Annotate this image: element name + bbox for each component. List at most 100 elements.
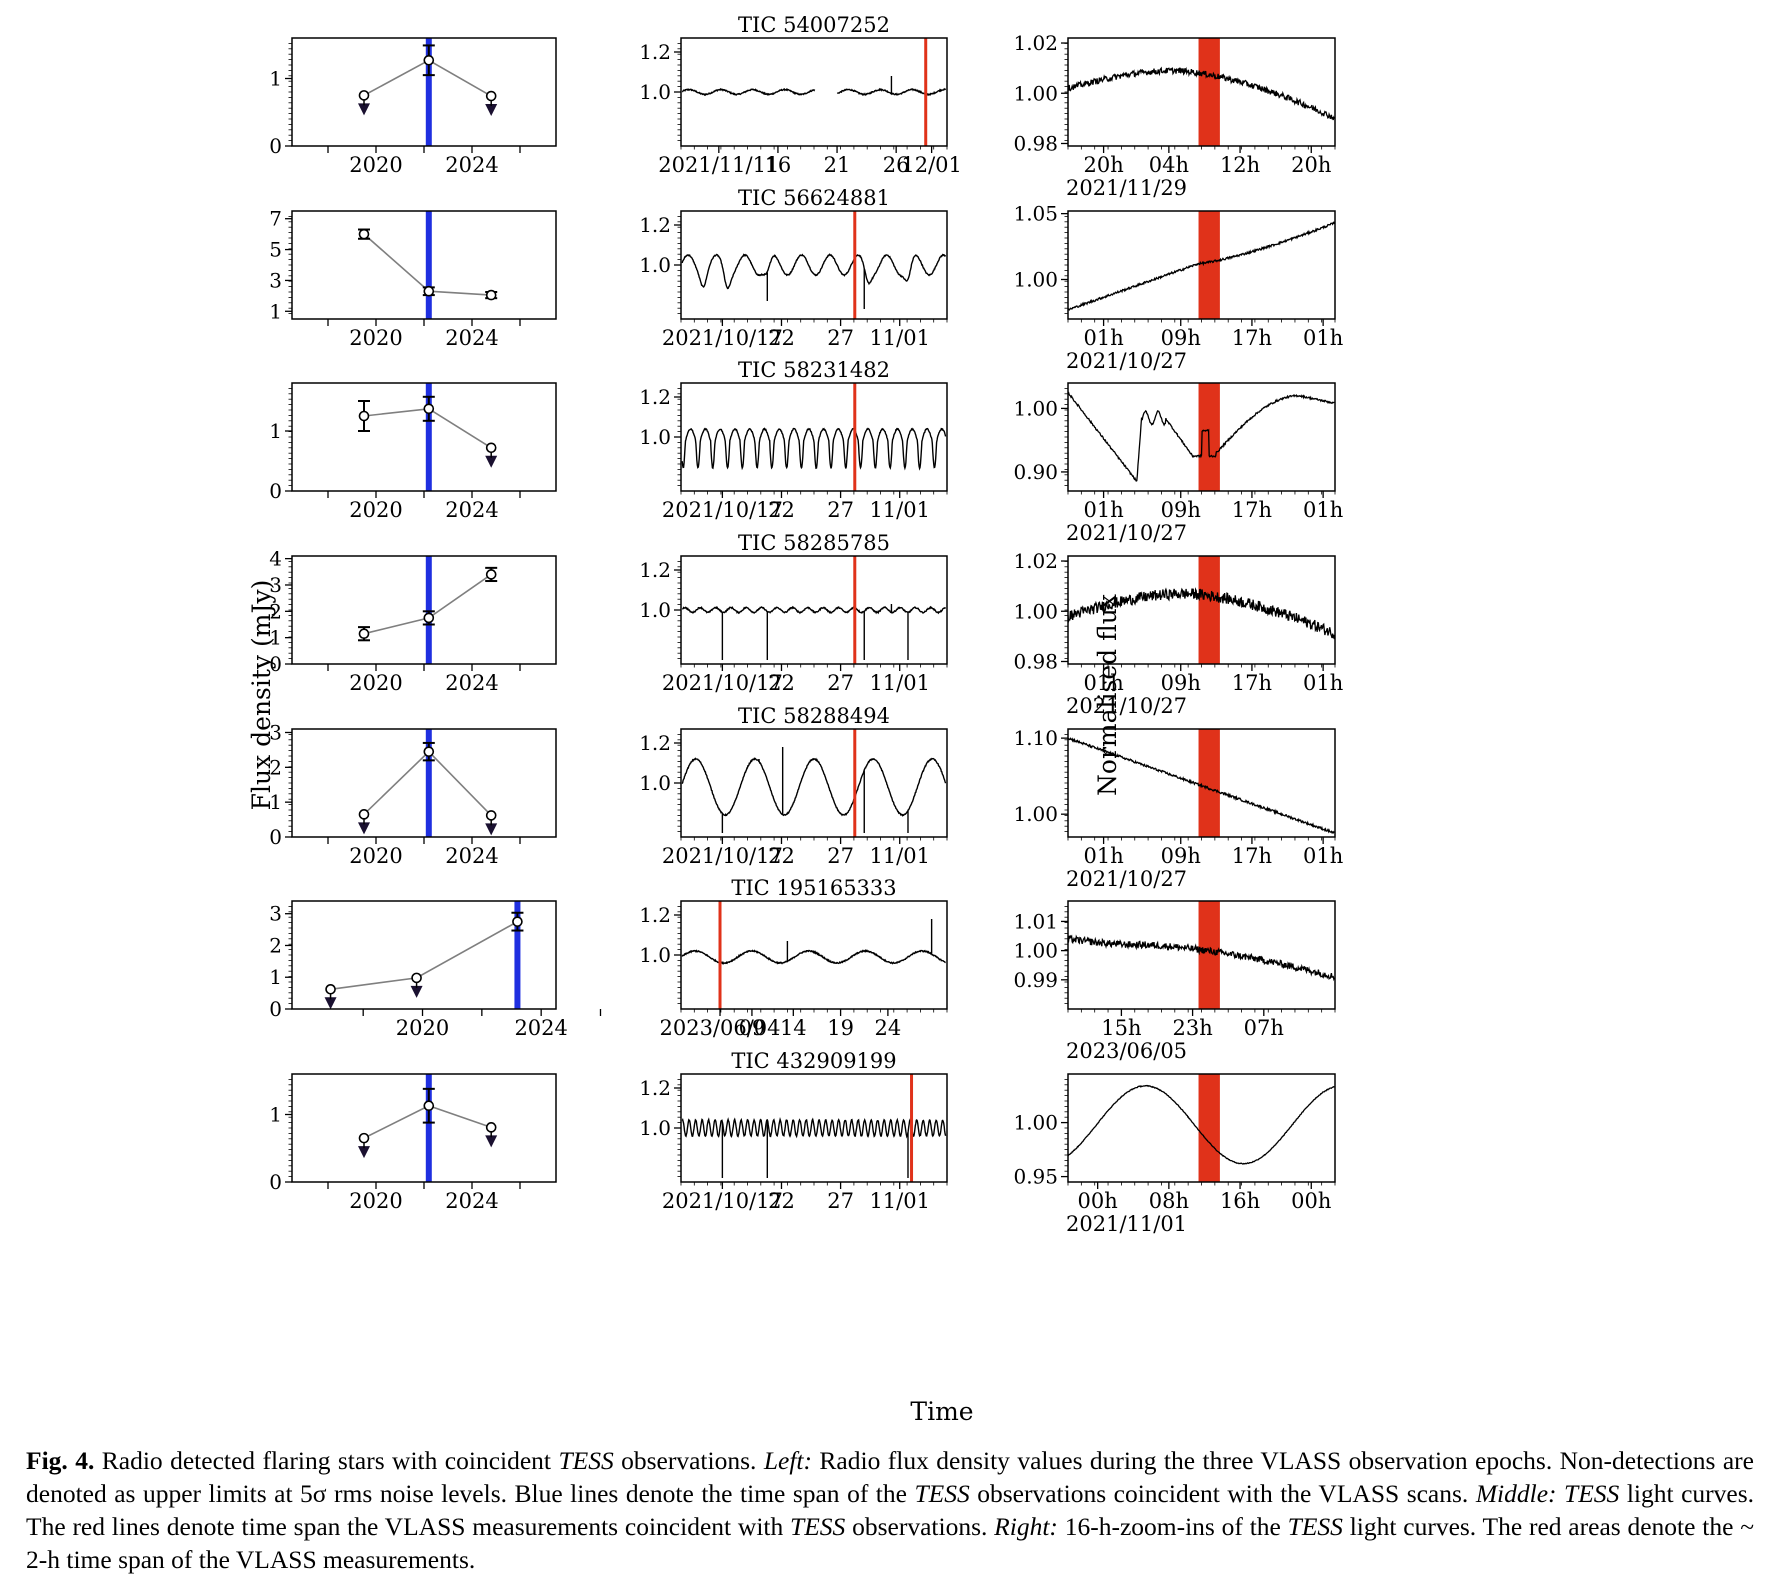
y-tick-label: 0.90 bbox=[1013, 460, 1058, 484]
panel-title: TIC 56624881 bbox=[738, 186, 890, 210]
zoom-light-curve bbox=[1067, 221, 1336, 311]
flux-point bbox=[358, 1132, 370, 1144]
date-label: 2021/11/01 bbox=[1066, 1212, 1187, 1236]
x-tick-label: 11/01 bbox=[869, 1189, 930, 1213]
y-tick-label: 1.00 bbox=[1013, 599, 1058, 623]
date-label: 2021/11/29 bbox=[1066, 176, 1187, 200]
x-tick-label: 22 bbox=[768, 498, 795, 522]
x-tick-label: 2024 bbox=[445, 153, 498, 177]
x-tick-label: 01h bbox=[1083, 844, 1123, 868]
y-tick-label: 3 bbox=[269, 268, 282, 292]
y-tick-label: 1 bbox=[269, 965, 282, 989]
y-tick-label: 1.02 bbox=[1013, 31, 1058, 55]
flux-point bbox=[423, 746, 435, 757]
vlass-span bbox=[1198, 1074, 1220, 1182]
x-tick-label: 2024 bbox=[514, 1016, 567, 1040]
y-tick-label: 0 bbox=[269, 479, 282, 503]
y-tick-label: 0 bbox=[269, 825, 282, 849]
y-tick-label: 1.00 bbox=[1013, 802, 1058, 826]
y-tick-label: 1.0 bbox=[639, 425, 671, 449]
y-tick-label: 1 bbox=[269, 67, 282, 91]
x-tick-label: 2020 bbox=[349, 844, 402, 868]
axes-frame bbox=[680, 210, 948, 320]
y-tick-label: 0.98 bbox=[1013, 649, 1058, 673]
y-tick-label: 1.00 bbox=[1013, 939, 1058, 963]
panel-title: TIC 195165333 bbox=[731, 876, 896, 900]
flux-point bbox=[358, 809, 370, 820]
panel-title: TIC 58288494 bbox=[738, 704, 890, 728]
x-tick-label: 19 bbox=[827, 1016, 854, 1040]
panel-title: TIC 432909199 bbox=[731, 1049, 896, 1073]
y-tick-label: 1 bbox=[269, 790, 282, 814]
x-tick-label: 11/01 bbox=[869, 326, 930, 350]
x-tick-label: 01h bbox=[1083, 326, 1123, 350]
x-tick-label: 2020 bbox=[349, 1189, 402, 1213]
y-tick-label: 1.0 bbox=[639, 1116, 671, 1140]
middle-x-axis-label: Time bbox=[910, 1397, 973, 1426]
date-label: 2021/10/27 bbox=[1066, 694, 1187, 718]
x-tick-label: 14 bbox=[780, 1016, 807, 1040]
x-tick-label: 2021/10/17 bbox=[662, 1189, 783, 1213]
flux-point bbox=[485, 442, 497, 454]
vlass-span bbox=[1198, 729, 1220, 837]
date-label: 2021/10/27 bbox=[1066, 867, 1187, 891]
axes-frame bbox=[680, 555, 948, 665]
y-tick-label: 0 bbox=[269, 652, 282, 676]
date-label: 2021/10/27 bbox=[1066, 349, 1187, 373]
upper-limit-arrow bbox=[358, 1146, 370, 1159]
upper-limit-arrow bbox=[485, 104, 498, 117]
zoom-light-curve bbox=[1067, 1084, 1335, 1165]
x-tick-label: 01h bbox=[1303, 671, 1343, 695]
flux-point bbox=[423, 612, 435, 624]
x-tick-label: 2020 bbox=[396, 1016, 449, 1040]
caption-label: Fig. 4. bbox=[26, 1446, 95, 1475]
axes-frame bbox=[291, 555, 557, 665]
y-tick-label: 3 bbox=[269, 902, 282, 926]
axes-frame bbox=[680, 728, 948, 838]
x-tick-label: 2020 bbox=[349, 153, 402, 177]
y-tick-label: 1.0 bbox=[639, 943, 671, 967]
x-tick-label: 22 bbox=[768, 671, 795, 695]
x-tick-label: 09h bbox=[1161, 844, 1201, 868]
y-tick-label: 5 bbox=[269, 238, 282, 262]
flux-point bbox=[358, 90, 370, 101]
axes-frame bbox=[291, 728, 557, 838]
right-y-axis-label: Normalised flux bbox=[1093, 594, 1122, 796]
x-tick-label: 17h bbox=[1232, 844, 1272, 868]
flux-point bbox=[411, 972, 422, 984]
flux-point bbox=[485, 810, 497, 821]
x-tick-label: 00h bbox=[1078, 1189, 1118, 1213]
upper-limit-arrow bbox=[485, 1135, 498, 1148]
x-tick-label: 24 bbox=[875, 1016, 902, 1040]
upper-limit-arrow bbox=[324, 997, 337, 1010]
y-tick-label: 1.2 bbox=[639, 385, 671, 409]
x-tick-label: 2021/10/17 bbox=[662, 671, 783, 695]
y-tick-label: 0 bbox=[269, 997, 282, 1021]
x-tick-label: 01h bbox=[1303, 326, 1343, 350]
flux-point bbox=[358, 228, 370, 240]
flux-point bbox=[485, 90, 497, 102]
y-tick-label: 2 bbox=[269, 599, 282, 623]
y-tick-label: 1.00 bbox=[1013, 81, 1058, 105]
vlass-span bbox=[1198, 38, 1220, 146]
light-curve bbox=[681, 253, 947, 290]
flux-point bbox=[423, 285, 435, 297]
flux-point bbox=[485, 289, 497, 301]
y-tick-label: 1.2 bbox=[639, 1076, 671, 1100]
axes-frame bbox=[680, 37, 948, 147]
x-tick-label: 07h bbox=[1244, 1016, 1284, 1040]
x-tick-label: 26 bbox=[883, 153, 910, 177]
x-tick-label: 2021/10/17 bbox=[662, 844, 783, 868]
y-tick-label: 1 bbox=[269, 1103, 282, 1127]
axes-frame bbox=[291, 1073, 557, 1183]
upper-limit-arrow bbox=[485, 455, 498, 468]
x-tick-label: 27 bbox=[827, 1189, 854, 1213]
x-tick-label: 23h bbox=[1172, 1016, 1212, 1040]
x-tick-label: 21 bbox=[824, 153, 851, 177]
y-tick-label: 0.95 bbox=[1013, 1165, 1058, 1189]
x-tick-label: 27 bbox=[827, 326, 854, 350]
date-label: 2021/10/27 bbox=[1066, 521, 1187, 545]
x-tick-label: 01h bbox=[1083, 671, 1123, 695]
light-curve bbox=[681, 427, 947, 471]
x-tick-label: 16 bbox=[765, 153, 792, 177]
